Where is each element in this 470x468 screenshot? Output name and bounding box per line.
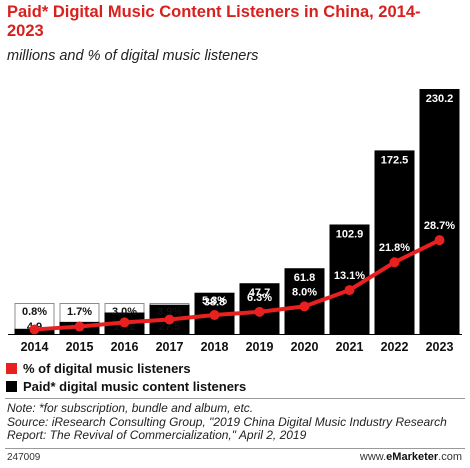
x-tick-2020: 2020: [291, 340, 319, 354]
legend-item-percent: % of digital music listeners: [6, 359, 246, 377]
x-tick-2015: 2015: [66, 340, 94, 354]
legend-swatch-red: [6, 362, 17, 374]
note-text: Note: *for subscription, bundle and albu…: [7, 401, 254, 415]
percent-point-2023: [434, 235, 445, 246]
footer-divider: [5, 448, 465, 449]
percent-point-2020: [299, 301, 310, 312]
percent-label-2014: 0.8%: [22, 306, 47, 318]
bar-value-2018: 38.8: [204, 297, 225, 309]
percent-label-2020: 8.0%: [292, 286, 317, 298]
percent-point-2014: [29, 324, 40, 335]
bar-value-2022: 172.5: [381, 154, 409, 166]
x-tick-2018: 2018: [201, 340, 229, 354]
percent-label-2023: 28.7%: [424, 220, 455, 232]
logo-suffix: .com: [438, 451, 462, 463]
percent-label-2021: 13.1%: [334, 270, 365, 282]
bar-2021: [329, 224, 370, 334]
chart-title: Paid* Digital Music Content Listeners in…: [7, 3, 421, 40]
chart-notes: Note: *for subscription, bundle and albu…: [7, 401, 462, 443]
legend-label-percent: % of digital music listeners: [23, 360, 191, 376]
percent-point-2019: [254, 306, 265, 317]
bar-value-2017: 27.5: [159, 321, 180, 333]
percent-point-2022: [389, 257, 400, 268]
percent-point-2017: [164, 314, 175, 325]
x-tick-2023: 2023: [426, 340, 454, 354]
x-tick-2014: 2014: [21, 340, 49, 354]
percent-label-2022: 21.8%: [379, 242, 410, 254]
x-tick-2021: 2021: [336, 340, 364, 354]
bar-2022: [374, 150, 415, 334]
notes-divider: [5, 398, 465, 399]
percent-point-2021: [344, 285, 355, 296]
percent-label-2016: 3.0%: [112, 306, 137, 318]
chart-subtitle: millions and % of digital music listener…: [7, 48, 259, 64]
logo-brand: eMarketer: [386, 451, 439, 463]
chart-id: 247009: [7, 452, 41, 463]
percent-label-2018: 5.3%: [202, 295, 227, 307]
percent-label-2019: 6.3%: [247, 292, 272, 304]
legend-swatch-black: [6, 380, 17, 392]
emarketer-logo[interactable]: www.eMarketer.com: [360, 451, 462, 463]
percent-point-2016: [119, 317, 130, 328]
logo-prefix: www.: [359, 451, 387, 463]
x-tick-2019: 2019: [246, 340, 274, 354]
bar-2023: [419, 89, 460, 334]
percent-label-2015: 1.7%: [67, 306, 92, 318]
bar-value-2019: 47.7: [249, 287, 270, 299]
legend-item-listeners: Paid* digital music content listeners: [6, 377, 246, 395]
x-tick-2017: 2017: [156, 340, 184, 354]
percent-point-2018: [209, 310, 220, 321]
percent-point-2015: [74, 321, 85, 332]
percent-line: [32, 238, 442, 332]
bar-value-2021: 102.9: [336, 228, 364, 240]
bar-value-2020: 61.8: [294, 272, 315, 284]
legend-label-listeners: Paid* digital music content listeners: [23, 378, 247, 394]
source-text: Source: iResearch Consulting Group, "201…: [7, 414, 447, 442]
x-tick-2022: 2022: [381, 340, 409, 354]
chart-legend: % of digital music listeners Paid* digit…: [6, 359, 246, 395]
percent-label-2017: 3.9%: [157, 306, 182, 318]
x-tick-2016: 2016: [111, 340, 139, 354]
bar-value-2023: 230.2: [426, 93, 454, 105]
